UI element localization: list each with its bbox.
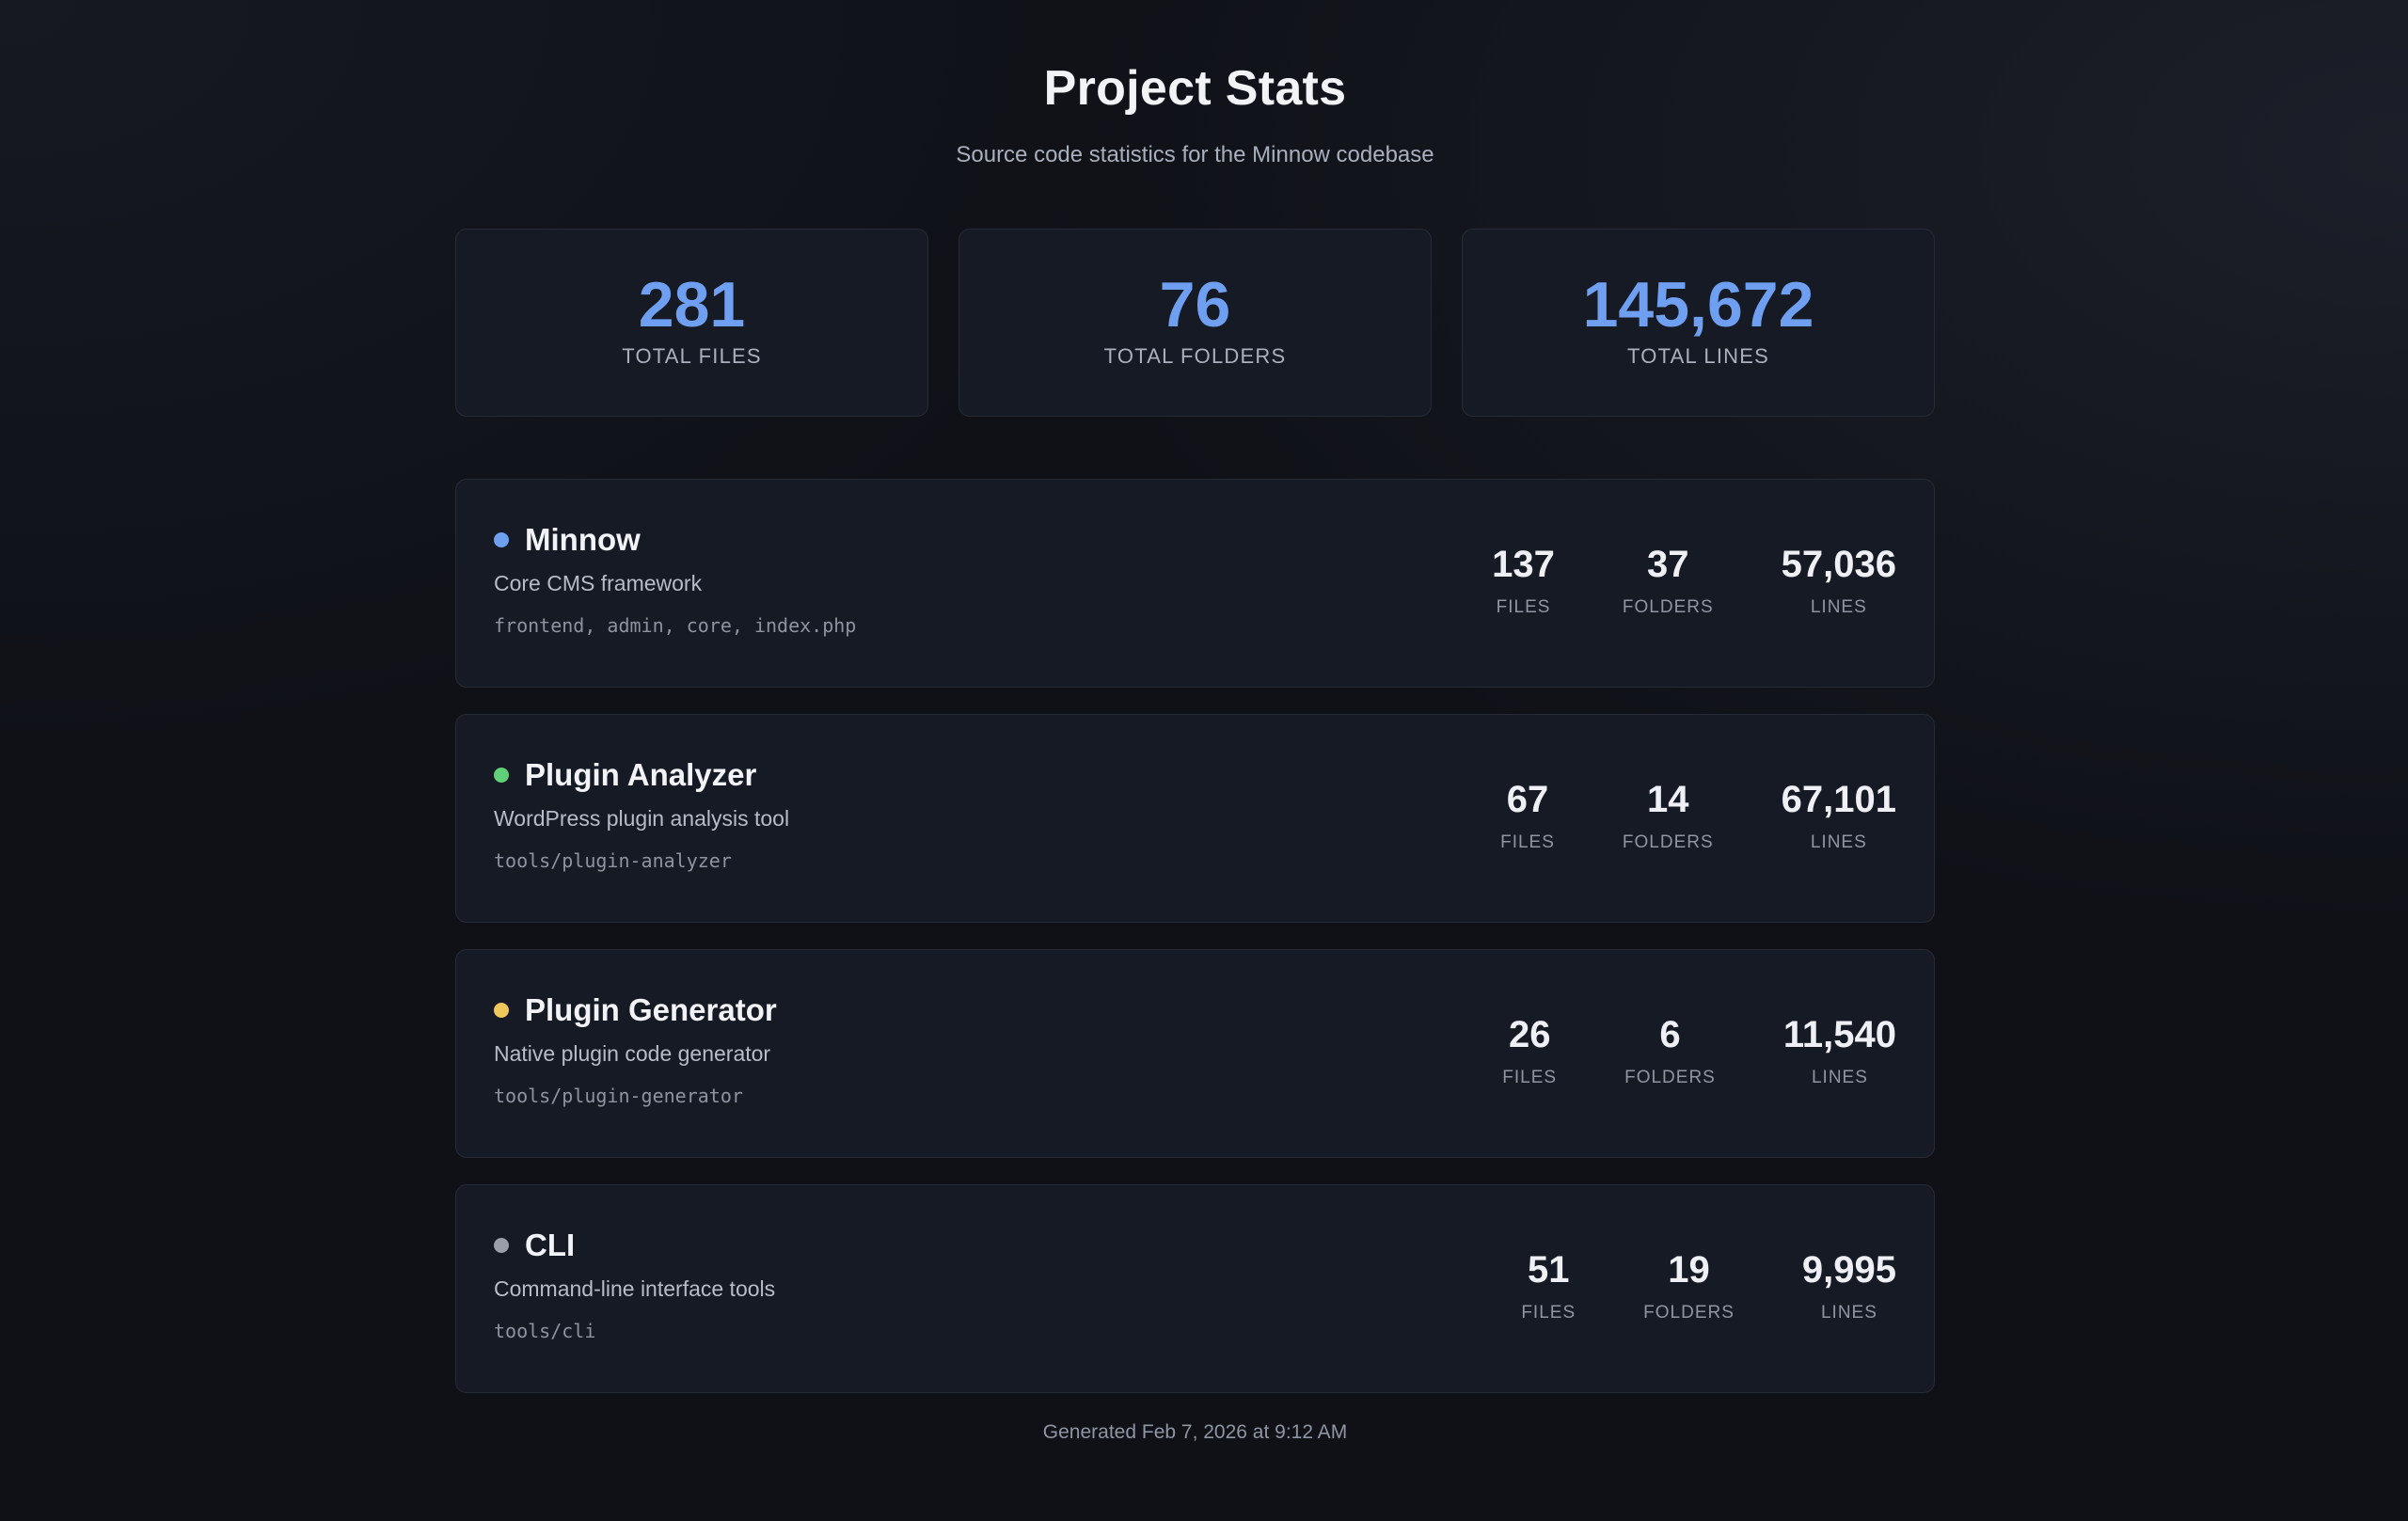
summary-label: TOTAL FILES	[622, 344, 762, 368]
generated-timestamp: Generated Feb 7, 2026 at 9:12 AM	[1042, 1421, 1348, 1443]
project-card-plugin-analyzer: Plugin Analyzer WordPress plugin analysi…	[455, 714, 1935, 923]
page-subtitle: Source code statistics for the Minnow co…	[956, 142, 1434, 167]
project-stats: 51 FILES 19 FOLDERS 9,995 LINES	[1521, 1247, 1896, 1324]
stat-folders-value: 19	[1668, 1249, 1710, 1291]
project-name: CLI	[525, 1228, 576, 1262]
stat-folders-label: FOLDERS	[1622, 832, 1714, 852]
stat-files-value: 67	[1506, 779, 1549, 820]
summary-card-total-files: 281 TOTAL FILES	[455, 229, 928, 417]
stat-folders-value: 6	[1659, 1014, 1681, 1055]
summary-label: TOTAL FOLDERS	[1103, 344, 1287, 368]
stat-lines-value: 11,540	[1782, 1014, 1896, 1055]
project-info: CLI Command-line interface tools tools/c…	[494, 1227, 775, 1343]
project-name: Minnow	[525, 522, 641, 557]
stat-files: 51 FILES	[1521, 1247, 1576, 1324]
status-dot-icon	[494, 1003, 509, 1018]
project-name-row: Plugin Generator	[494, 991, 777, 1029]
project-name: Plugin Analyzer	[525, 757, 757, 792]
project-info: Plugin Analyzer WordPress plugin analysi…	[494, 756, 789, 873]
stat-folders: 6 FOLDERS	[1624, 1012, 1716, 1089]
summary-label: TOTAL LINES	[1627, 344, 1769, 368]
project-path: tools/plugin-analyzer	[494, 849, 732, 872]
project-description: Core CMS framework	[494, 571, 703, 595]
project-card-plugin-generator: Plugin Generator Native plugin code gene…	[455, 949, 1935, 1158]
stat-folders-value: 37	[1647, 544, 1689, 585]
project-description: Command-line interface tools	[494, 1276, 776, 1301]
status-dot-icon	[494, 532, 509, 547]
stat-lines-label: LINES	[1811, 1068, 1868, 1087]
stat-lines-label: LINES	[1810, 597, 1867, 617]
stat-folders-label: FOLDERS	[1622, 597, 1714, 617]
stat-files: 137 FILES	[1492, 542, 1555, 619]
stat-files-label: FILES	[1500, 832, 1555, 852]
project-name-row: Plugin Analyzer	[494, 756, 789, 794]
stat-files: 26 FILES	[1502, 1012, 1557, 1089]
stat-files-label: FILES	[1521, 1303, 1576, 1323]
project-stats: 26 FILES 6 FOLDERS 11,540 LINES	[1502, 1012, 1896, 1089]
project-description: WordPress plugin analysis tool	[494, 806, 790, 831]
status-dot-icon	[494, 1238, 509, 1253]
stat-files-label: FILES	[1496, 597, 1551, 617]
stat-folders: 19 FOLDERS	[1643, 1247, 1735, 1324]
project-name-row: CLI	[494, 1227, 775, 1264]
stat-lines-value: 67,101	[1781, 779, 1896, 820]
stat-lines: 67,101 LINES	[1782, 777, 1896, 854]
project-card-minnow: Minnow Core CMS framework frontend, admi…	[455, 479, 1935, 688]
summary-card-total-folders: 76 TOTAL FOLDERS	[958, 229, 1432, 417]
project-path: tools/plugin-generator	[494, 1085, 743, 1107]
project-path: tools/cli	[494, 1320, 596, 1342]
stat-lines-value: 9,995	[1801, 1249, 1896, 1291]
project-name-row: Minnow	[494, 521, 856, 559]
stat-lines-value: 57,036	[1781, 544, 1896, 585]
summary-card-total-lines: 145,672 TOTAL LINES	[1462, 229, 1935, 417]
summary-cards: 281 TOTAL FILES 76 TOTAL FOLDERS 145,672…	[455, 229, 1935, 417]
stat-files-value: 137	[1492, 544, 1555, 585]
project-card-cli: CLI Command-line interface tools tools/c…	[455, 1184, 1935, 1393]
stat-files-value: 26	[1508, 1014, 1551, 1055]
project-stats: 67 FILES 14 FOLDERS 67,101 LINES	[1500, 777, 1896, 854]
stat-folders-label: FOLDERS	[1643, 1303, 1735, 1323]
project-info: Minnow Core CMS framework frontend, admi…	[494, 521, 856, 638]
summary-value: 76	[1159, 269, 1231, 341]
stat-lines: 9,995 LINES	[1802, 1247, 1896, 1324]
project-list: Minnow Core CMS framework frontend, admi…	[455, 479, 1935, 1393]
stat-lines: 11,540 LINES	[1783, 1012, 1896, 1089]
stat-files-label: FILES	[1502, 1068, 1558, 1087]
stat-lines-label: LINES	[1820, 1303, 1877, 1323]
stat-lines-label: LINES	[1810, 832, 1867, 852]
summary-value: 281	[638, 269, 746, 341]
summary-value: 145,672	[1582, 269, 1814, 341]
stat-folders-label: FOLDERS	[1624, 1068, 1716, 1087]
stat-folders: 14 FOLDERS	[1623, 777, 1714, 854]
project-stats: 137 FILES 37 FOLDERS 57,036 LINES	[1492, 542, 1896, 619]
stat-folders: 37 FOLDERS	[1623, 542, 1714, 619]
stat-files: 67 FILES	[1500, 777, 1555, 854]
project-name: Plugin Generator	[525, 992, 777, 1027]
stat-lines: 57,036 LINES	[1782, 542, 1896, 619]
stat-files-value: 51	[1527, 1249, 1570, 1291]
page-container: Project Stats Source code statistics for…	[455, 0, 1935, 1446]
page-title: Project Stats	[1043, 61, 1347, 116]
project-description: Native plugin code generator	[494, 1041, 771, 1066]
project-path: frontend, admin, core, index.php	[494, 614, 857, 637]
project-info: Plugin Generator Native plugin code gene…	[494, 991, 777, 1108]
status-dot-icon	[494, 768, 509, 783]
stat-folders-value: 14	[1647, 779, 1689, 820]
